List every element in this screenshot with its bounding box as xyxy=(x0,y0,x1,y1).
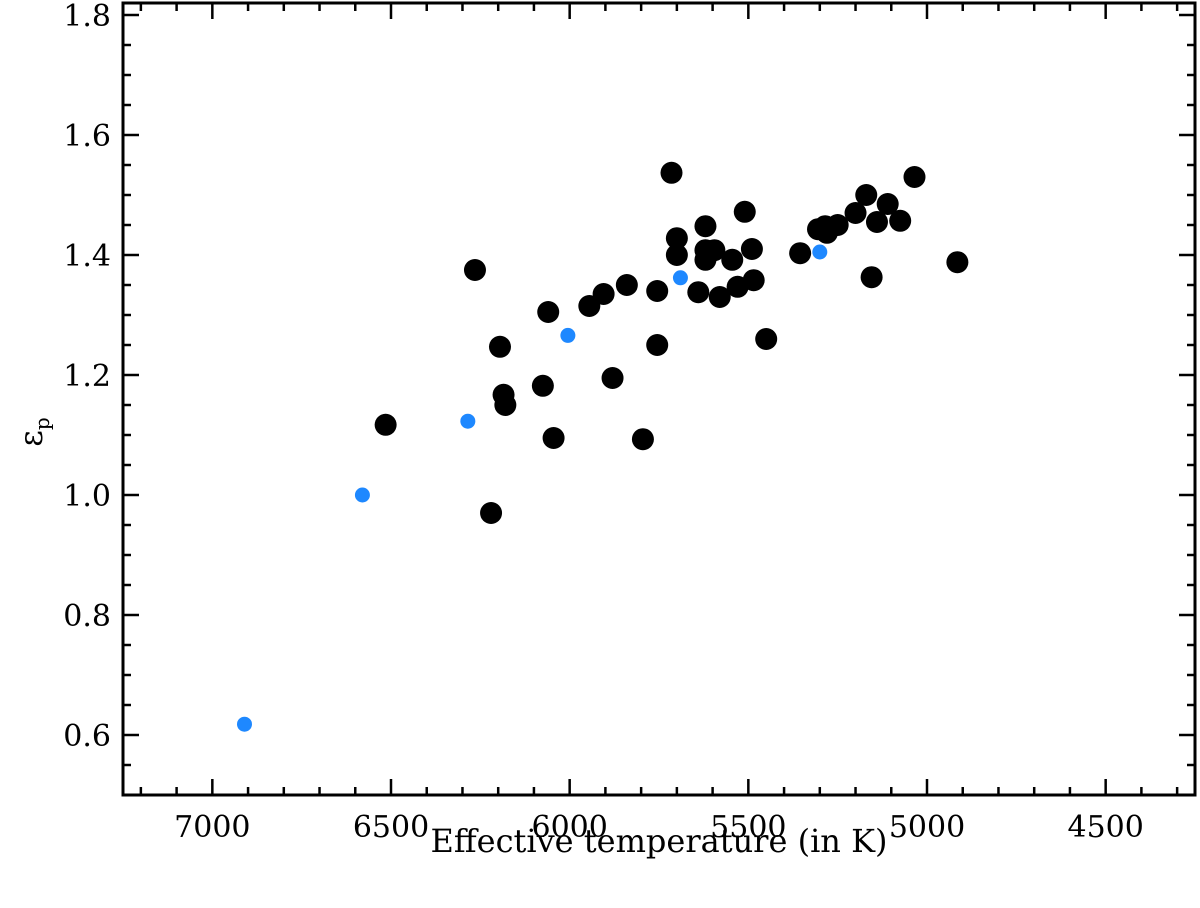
data-point xyxy=(592,283,615,305)
y-axis-subscript: p xyxy=(30,417,54,430)
data-point xyxy=(889,209,912,232)
data-point xyxy=(646,334,669,356)
data-point xyxy=(826,214,849,236)
data-points xyxy=(236,161,969,732)
data-point xyxy=(354,487,370,503)
data-point xyxy=(755,328,778,350)
data-point xyxy=(694,215,717,238)
data-point xyxy=(631,428,654,451)
x-tick-label: 6500 xyxy=(353,810,429,845)
series-1 xyxy=(236,244,828,732)
data-point xyxy=(460,413,476,429)
data-point xyxy=(665,227,688,250)
y-axis-symbol: ε xyxy=(12,430,50,447)
data-point xyxy=(480,502,503,524)
data-point xyxy=(703,239,726,262)
data-point xyxy=(946,251,969,274)
x-tick-labels: 7000 6500 6000 5500 5000 4500 xyxy=(174,810,1144,845)
x-tick-label: 7000 xyxy=(174,810,250,845)
data-point xyxy=(665,244,688,266)
minor-ticks xyxy=(123,3,1195,797)
x-tick-label: 5500 xyxy=(710,810,786,845)
y-tick-label: 1.2 xyxy=(63,359,111,394)
x-tick-label: 6000 xyxy=(531,810,607,845)
y-tick-label: 0.8 xyxy=(63,599,111,634)
data-point xyxy=(721,248,744,271)
data-point xyxy=(672,270,688,286)
data-point xyxy=(537,301,560,323)
series-0 xyxy=(374,161,969,524)
data-point xyxy=(789,242,812,265)
data-point xyxy=(560,327,576,343)
data-point xyxy=(531,374,554,397)
data-point xyxy=(601,367,624,389)
data-point xyxy=(542,427,565,449)
y-tick-label: 1.8 xyxy=(63,0,111,34)
data-point xyxy=(660,161,683,184)
data-point xyxy=(463,259,486,281)
y-axis-title: εp xyxy=(12,417,54,446)
data-point xyxy=(687,281,710,304)
data-point xyxy=(865,211,888,233)
data-point xyxy=(646,280,669,302)
data-point xyxy=(708,286,731,308)
data-point xyxy=(844,202,867,224)
data-point xyxy=(236,716,252,732)
data-point xyxy=(860,266,883,289)
data-point xyxy=(742,269,765,292)
y-tick-labels: 0.6 0.8 1.0 1.2 1.4 1.6 1.8 xyxy=(63,0,111,754)
major-ticks xyxy=(123,3,1195,795)
plot-frame xyxy=(121,1,1197,797)
data-point xyxy=(494,394,517,416)
data-point xyxy=(855,184,878,206)
x-tick-label: 5000 xyxy=(889,810,965,845)
data-point xyxy=(876,193,899,215)
x-tick-label: 4500 xyxy=(1067,810,1143,845)
data-point xyxy=(374,413,397,436)
x-axis-title: Effective temperature (in K) xyxy=(431,822,888,860)
data-point xyxy=(903,166,926,188)
data-point xyxy=(812,244,828,260)
data-point xyxy=(740,238,763,260)
data-point xyxy=(488,335,511,358)
y-tick-label: 1.6 xyxy=(63,119,111,154)
y-tick-label: 1.0 xyxy=(63,479,111,514)
data-point xyxy=(733,200,756,223)
y-tick-label: 0.6 xyxy=(63,719,111,754)
y-tick-label: 1.4 xyxy=(63,239,111,274)
data-point xyxy=(615,274,638,296)
